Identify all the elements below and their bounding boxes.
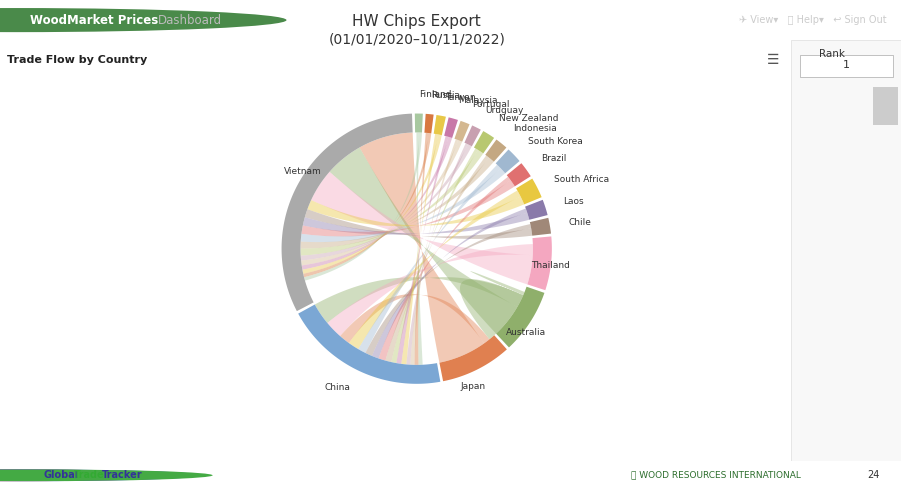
Polygon shape: [307, 196, 524, 226]
Text: Finland: Finland: [419, 90, 451, 99]
Circle shape: [0, 8, 287, 32]
Polygon shape: [401, 134, 438, 365]
Polygon shape: [301, 145, 472, 261]
Polygon shape: [414, 133, 428, 365]
Polygon shape: [366, 224, 532, 356]
Polygon shape: [302, 137, 452, 270]
Polygon shape: [460, 271, 524, 339]
Polygon shape: [496, 149, 520, 173]
Polygon shape: [327, 244, 532, 336]
Polygon shape: [298, 304, 441, 384]
Polygon shape: [454, 121, 469, 142]
Polygon shape: [527, 236, 551, 290]
Polygon shape: [303, 213, 529, 235]
Text: Japan: Japan: [460, 382, 486, 391]
Text: Vietnam: Vietnam: [284, 167, 322, 175]
Polygon shape: [414, 114, 423, 133]
Polygon shape: [305, 209, 532, 239]
Text: Tracker: Tracker: [102, 470, 142, 480]
Text: WoodMarket Prices: WoodMarket Prices: [30, 14, 158, 26]
Polygon shape: [530, 218, 551, 236]
Text: 1: 1: [842, 60, 850, 70]
Text: Rank: Rank: [818, 49, 844, 59]
Polygon shape: [359, 132, 484, 363]
Polygon shape: [359, 165, 501, 353]
Text: Portugal: Portugal: [472, 100, 509, 109]
Polygon shape: [304, 133, 432, 277]
Polygon shape: [444, 118, 458, 138]
Text: Uruguay: Uruguay: [485, 106, 523, 115]
Bar: [800, 55, 893, 77]
Polygon shape: [440, 335, 507, 381]
Polygon shape: [372, 209, 527, 359]
Text: South Africa: South Africa: [554, 174, 609, 184]
Text: Trade: Trade: [74, 470, 105, 480]
Polygon shape: [464, 125, 481, 147]
Text: 🌲 WOOD RESOURCES INTERNATIONAL: 🌲 WOOD RESOURCES INTERNATIONAL: [631, 471, 801, 480]
Polygon shape: [433, 115, 446, 135]
Polygon shape: [282, 114, 413, 311]
Polygon shape: [330, 147, 517, 334]
Polygon shape: [314, 277, 523, 323]
Text: (01/01/2020–10/11/2022): (01/01/2020–10/11/2022): [328, 32, 505, 46]
Text: Russia: Russia: [432, 91, 460, 100]
Polygon shape: [396, 136, 449, 364]
Text: Laos: Laos: [563, 197, 584, 206]
Text: Thailand: Thailand: [531, 261, 569, 270]
Text: Dashboard: Dashboard: [158, 14, 222, 26]
Text: Brazil: Brazil: [542, 154, 567, 163]
Polygon shape: [341, 294, 489, 343]
Polygon shape: [386, 155, 489, 362]
Polygon shape: [302, 180, 514, 237]
Polygon shape: [301, 158, 494, 248]
Polygon shape: [474, 131, 494, 153]
Text: ✈ View▾   ❓ Help▾   ↩ Sign Out: ✈ View▾ ❓ Help▾ ↩ Sign Out: [739, 15, 887, 25]
Polygon shape: [311, 172, 532, 284]
Polygon shape: [301, 150, 483, 256]
Polygon shape: [496, 287, 544, 347]
Text: Malaysia: Malaysia: [459, 96, 498, 105]
Polygon shape: [516, 178, 542, 204]
Polygon shape: [424, 114, 433, 133]
Polygon shape: [506, 163, 531, 186]
Text: Trade Flow by Country: Trade Flow by Country: [7, 55, 148, 65]
Polygon shape: [301, 140, 462, 266]
Text: Australia: Australia: [505, 328, 546, 337]
Polygon shape: [525, 200, 548, 220]
Polygon shape: [486, 140, 506, 162]
Polygon shape: [349, 191, 521, 349]
Polygon shape: [411, 139, 458, 365]
Text: ⊞ 🔍: ⊞ 🔍: [870, 55, 890, 65]
Bar: [872, 87, 897, 125]
Polygon shape: [303, 134, 441, 274]
Polygon shape: [301, 168, 505, 242]
Text: Chile: Chile: [569, 218, 591, 227]
Text: HW Chips Export: HW Chips Export: [352, 14, 481, 29]
Text: China: China: [324, 383, 350, 392]
Polygon shape: [416, 132, 423, 365]
Circle shape: [0, 469, 191, 481]
Polygon shape: [406, 143, 468, 365]
Circle shape: [0, 469, 213, 481]
Polygon shape: [304, 132, 422, 281]
Text: ☰: ☰: [767, 53, 779, 67]
Circle shape: [0, 469, 202, 481]
Text: Taiwan: Taiwan: [444, 93, 475, 101]
Text: 24: 24: [868, 470, 880, 480]
Text: Global: Global: [43, 470, 78, 480]
Text: New Zealand: New Zealand: [499, 114, 559, 123]
Polygon shape: [378, 177, 511, 361]
Text: South Korea: South Korea: [528, 138, 583, 147]
Text: Indonesia: Indonesia: [514, 124, 557, 133]
Polygon shape: [391, 148, 478, 363]
